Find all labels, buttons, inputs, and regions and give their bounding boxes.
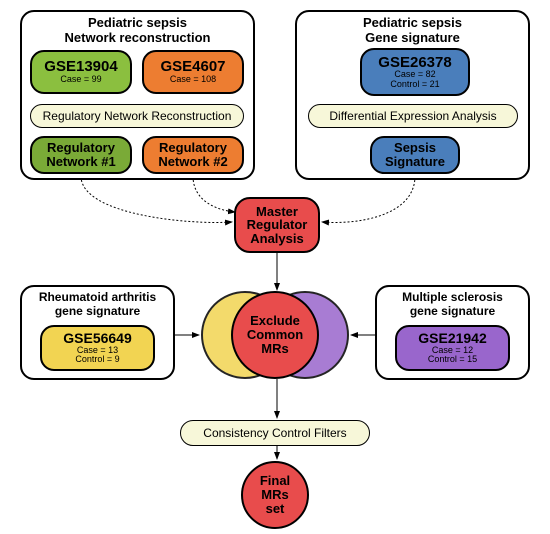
dataset-gse26378: GSE26378 Case = 82 Control = 21: [360, 48, 470, 96]
dataset-ctrl: Control = 9: [42, 355, 153, 364]
title-line: Network reconstruction: [65, 30, 211, 45]
dataset-gse21942: GSE21942 Case = 12 Control = 15: [395, 325, 510, 371]
regulatory-network-1: Regulatory Network #1: [30, 136, 132, 174]
label: Final: [260, 473, 290, 488]
label: Network #1: [32, 155, 130, 169]
capsule-regulatory-network-reconstruction: Regulatory Network Reconstruction: [30, 104, 244, 128]
dataset-id: GSE4607: [144, 59, 242, 75]
label: Regulatory: [32, 141, 130, 155]
dataset-gse13904: GSE13904 Case = 99: [30, 50, 132, 94]
label: Common: [247, 327, 303, 342]
dataset-ctrl: Control = 21: [362, 80, 468, 89]
sepsis-signature: Sepsis Signature: [370, 136, 460, 174]
title-line: Gene signature: [365, 30, 460, 45]
dataset-gse56649: GSE56649 Case = 13 Control = 9: [40, 325, 155, 371]
panel-title: Pediatric sepsis Network reconstruction: [22, 16, 253, 46]
node-master-regulator-analysis: Master Regulator Analysis: [234, 197, 320, 253]
venn-center: Exclude Common MRs: [231, 291, 319, 379]
title-line: Pediatric sepsis: [88, 15, 187, 30]
regulatory-network-2: Regulatory Network #2: [142, 136, 244, 174]
label: set: [266, 501, 285, 516]
label: Master: [236, 205, 318, 219]
panel-title: Rheumatoid arthritis gene signature: [22, 291, 173, 319]
dataset-id: GSE13904: [32, 59, 130, 75]
label: Analysis: [236, 232, 318, 246]
dataset-id: GSE21942: [397, 331, 508, 346]
dataset-case: Case = 99: [32, 75, 130, 84]
panel-title: Multiple sclerosis gene signature: [377, 291, 528, 319]
label: Regulatory: [144, 141, 242, 155]
label: Signature: [372, 155, 458, 169]
label: MRs: [261, 487, 288, 502]
dataset-id: GSE56649: [42, 331, 153, 346]
capsule-consistency-control-filters: Consistency Control Filters: [180, 420, 370, 446]
node-final-mrs-set: Final MRs set: [241, 461, 309, 529]
panel-title: Pediatric sepsis Gene signature: [297, 16, 528, 46]
dataset-case: Case = 108: [144, 75, 242, 84]
dataset-gse4607: GSE4607 Case = 108: [142, 50, 244, 94]
capsule-differential-expression-analysis: Differential Expression Analysis: [308, 104, 518, 128]
label: Regulator: [236, 218, 318, 232]
dataset-ctrl: Control = 15: [397, 355, 508, 364]
label: Network #2: [144, 155, 242, 169]
label: Differential Expression Analysis: [329, 109, 496, 123]
dataset-id: GSE26378: [362, 55, 468, 71]
label: Consistency Control Filters: [203, 426, 346, 440]
label: MRs: [261, 341, 288, 356]
title-line: Pediatric sepsis: [363, 15, 462, 30]
label: Exclude: [250, 313, 300, 328]
label: Regulatory Network Reconstruction: [43, 109, 232, 123]
label: Sepsis: [372, 141, 458, 155]
